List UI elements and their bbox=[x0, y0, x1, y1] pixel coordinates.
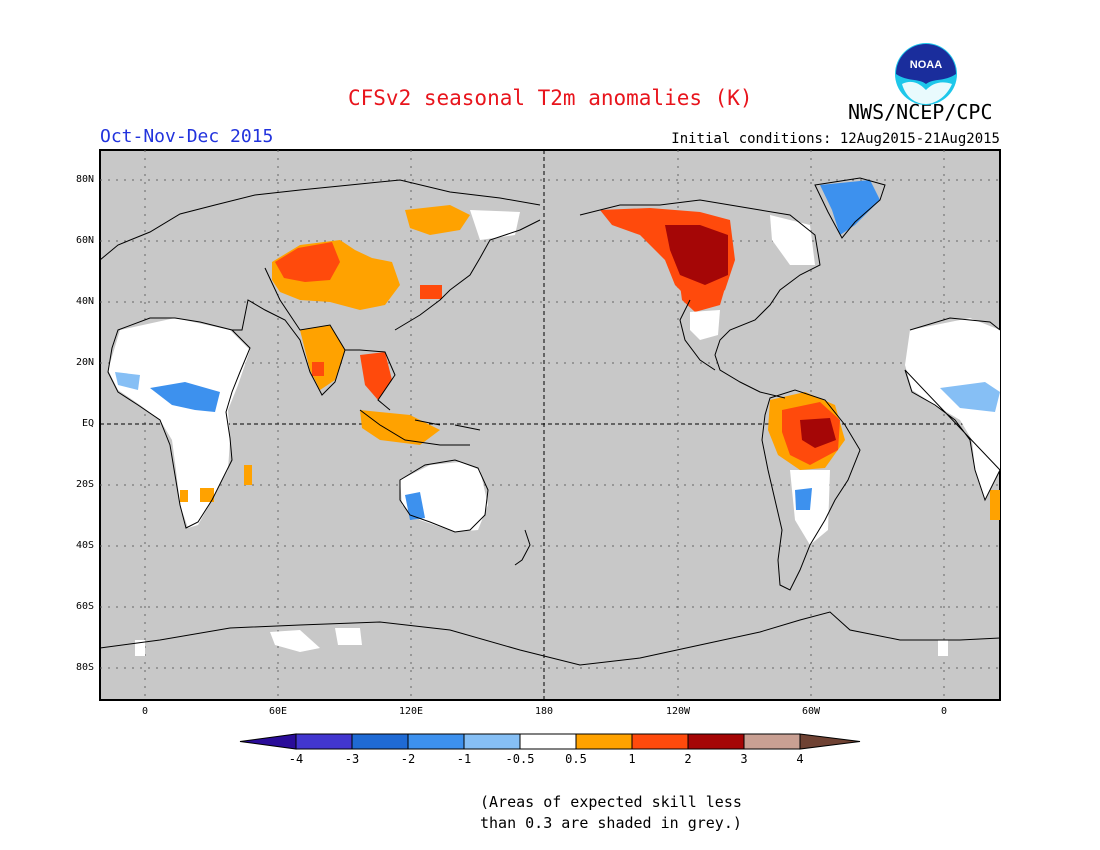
colorbar-label: -0.5 bbox=[505, 752, 535, 766]
coast-indonesia bbox=[359, 409, 481, 446]
lon-label: 60W bbox=[801, 706, 821, 717]
seasia-warm bbox=[360, 352, 392, 400]
colorbar-cell bbox=[351, 733, 409, 750]
madagascar-warm bbox=[244, 465, 252, 485]
colorbar-cell bbox=[687, 733, 745, 750]
coast-eurasia bbox=[99, 179, 541, 411]
antarctica-no-signal-3 bbox=[135, 640, 145, 656]
colorbar-label: 1 bbox=[628, 752, 636, 766]
coast-antarctica bbox=[99, 611, 1001, 666]
colorbar-cell bbox=[239, 733, 297, 750]
coast-greenland bbox=[814, 177, 886, 239]
lon-label: 0 bbox=[141, 706, 149, 717]
colorbar-cell bbox=[799, 733, 861, 750]
canada-east-no-signal bbox=[770, 215, 815, 265]
lat-label: EQ bbox=[81, 418, 94, 429]
lon-label: 120E bbox=[398, 706, 424, 717]
africa-cool-2 bbox=[115, 372, 140, 390]
colorbar-label: 0.5 bbox=[565, 752, 587, 766]
lat-label: 60S bbox=[75, 601, 94, 612]
india-warm bbox=[300, 325, 345, 390]
africa-warm bbox=[200, 488, 214, 502]
lon-label: 0 bbox=[940, 706, 948, 717]
africa-east-cool bbox=[940, 382, 1000, 412]
lat-label: 40S bbox=[75, 540, 94, 551]
map-background bbox=[99, 149, 1001, 701]
sa-strongest bbox=[800, 418, 836, 448]
noaa-logo: NOAA bbox=[895, 43, 957, 105]
colorbar-cell bbox=[743, 733, 801, 750]
colorbar-label: -1 bbox=[456, 752, 472, 766]
colorbar-label: 3 bbox=[740, 752, 748, 766]
antarctica-no-signal bbox=[270, 630, 320, 652]
coast-australia bbox=[399, 459, 489, 533]
coast-nz bbox=[514, 529, 531, 566]
svg-text:NOAA: NOAA bbox=[910, 59, 942, 71]
coast-south-america bbox=[761, 389, 861, 591]
colorbar-cell bbox=[463, 733, 521, 750]
siberia-no-signal bbox=[470, 210, 520, 240]
colorbar-label: -2 bbox=[400, 752, 416, 766]
africa-no-signal bbox=[108, 318, 250, 528]
na-warm-west bbox=[680, 285, 725, 312]
india-strong bbox=[312, 362, 324, 376]
sa-cool bbox=[795, 488, 812, 510]
lat-label: 80N bbox=[75, 174, 94, 185]
indonesia-warm bbox=[360, 410, 440, 445]
na-strongest bbox=[665, 225, 728, 285]
china-strong bbox=[420, 285, 442, 299]
lat-label: 40N bbox=[75, 296, 94, 307]
africa-warm-2 bbox=[180, 490, 188, 502]
season-label: Oct-Nov-Dec 2015 bbox=[100, 126, 274, 147]
lon-label: 120W bbox=[665, 706, 691, 717]
siberia-warm bbox=[405, 205, 470, 235]
colorbar-cell bbox=[519, 733, 577, 750]
asia-strong-warm bbox=[275, 242, 340, 282]
coastlines bbox=[99, 177, 1001, 666]
colorbar-cell bbox=[575, 733, 633, 750]
greenland-cool bbox=[820, 180, 880, 235]
colorbar-label: -4 bbox=[288, 752, 304, 766]
colorbar-cell bbox=[295, 733, 353, 750]
coast-africa bbox=[107, 317, 251, 529]
coast-africa-east bbox=[904, 317, 1001, 502]
na-no-signal bbox=[690, 310, 720, 340]
lat-label: 80S bbox=[75, 662, 94, 673]
lon-label: 60E bbox=[268, 706, 288, 717]
africa-east-warm bbox=[990, 490, 1000, 520]
footnote-line-1: (Areas of expected skill less bbox=[480, 793, 742, 811]
anomaly-shading bbox=[108, 180, 1000, 656]
africa-east-no-signal bbox=[905, 318, 1000, 500]
footnote-line-2: than 0.3 are shaded in grey.) bbox=[480, 814, 742, 832]
colorbar-cell bbox=[407, 733, 465, 750]
colorbar-label: 4 bbox=[796, 752, 804, 766]
australia-cool bbox=[405, 492, 425, 520]
colorbar-label: 2 bbox=[684, 752, 692, 766]
lat-label: 20S bbox=[75, 479, 94, 490]
antarctica-no-signal-4 bbox=[938, 640, 948, 656]
lon-label: 180 bbox=[534, 706, 554, 717]
coast-north-america bbox=[579, 199, 821, 399]
colorbar-cell bbox=[631, 733, 689, 750]
gridlines bbox=[100, 150, 1000, 700]
chart-title: CFSv2 seasonal T2m anomalies (K) bbox=[348, 86, 753, 110]
africa-cool bbox=[150, 382, 220, 412]
initial-conditions-label: Initial conditions: 12Aug2015-21Aug2015 bbox=[671, 131, 1000, 147]
skill-footnote: (Areas of expected skill less than 0.3 a… bbox=[480, 792, 742, 834]
lat-label: 60N bbox=[75, 235, 94, 246]
antarctica-no-signal-2 bbox=[335, 628, 362, 645]
lat-label: 20N bbox=[75, 357, 94, 368]
colorbar-label: -3 bbox=[344, 752, 360, 766]
reference-lines bbox=[100, 150, 1000, 700]
